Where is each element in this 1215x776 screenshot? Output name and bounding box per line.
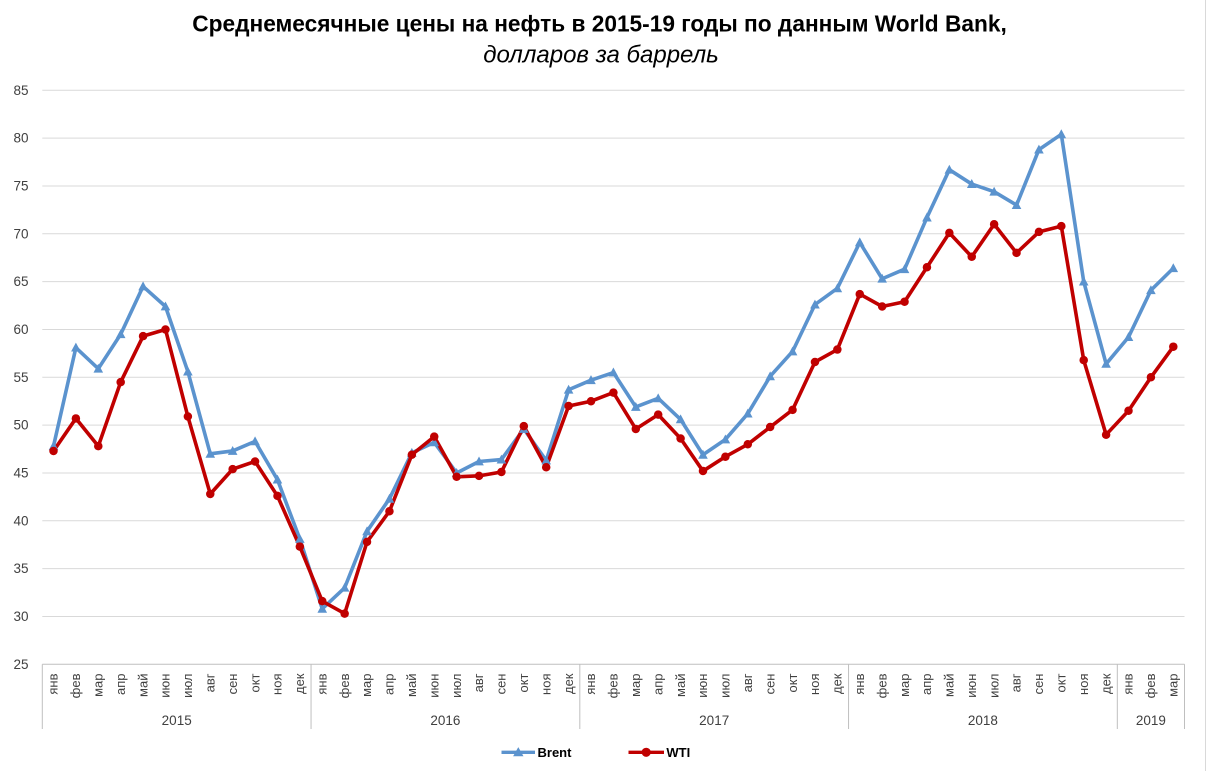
svg-text:янв: янв [1121,673,1136,694]
svg-text:янв: янв [852,673,867,694]
svg-text:45: 45 [13,465,28,480]
svg-text:ноя: ноя [1076,674,1091,695]
svg-text:май: май [135,674,150,697]
svg-text:мар: мар [1166,674,1181,697]
svg-text:сен: сен [494,674,509,695]
svg-text:сен: сен [762,674,777,695]
svg-text:июл: июл [449,674,464,698]
svg-text:ноя: ноя [807,674,822,695]
svg-text:75: 75 [13,178,28,193]
svg-text:июл: июл [986,674,1001,698]
svg-text:окт: окт [516,673,531,692]
svg-text:65: 65 [13,274,28,289]
svg-text:85: 85 [13,83,28,98]
svg-text:май: май [404,674,419,697]
svg-text:окт: окт [247,673,262,692]
svg-text:дек: дек [561,673,576,694]
svg-text:Brent: Brent [538,745,573,760]
svg-text:80: 80 [13,131,28,146]
svg-text:дек: дек [292,673,307,694]
svg-text:окт: окт [785,673,800,692]
svg-text:WTI: WTI [666,745,690,760]
svg-text:ноя: ноя [270,674,285,695]
svg-text:июн: июн [964,674,979,698]
svg-text:2016: 2016 [430,713,460,728]
svg-text:апр: апр [650,674,665,696]
svg-text:окт: окт [1054,673,1069,692]
svg-text:дек: дек [1098,673,1113,694]
svg-text:фев: фев [1143,673,1158,698]
svg-text:мар: мар [628,674,643,697]
svg-text:30: 30 [13,609,28,624]
svg-text:июн: июн [158,674,173,698]
svg-text:янв: янв [314,673,329,694]
svg-text:25: 25 [13,657,28,672]
svg-text:2015: 2015 [162,713,192,728]
svg-text:май: май [673,674,688,697]
svg-text:35: 35 [13,561,28,576]
svg-text:сен: сен [225,674,240,695]
svg-text:авг: авг [740,673,755,692]
svg-text:2019: 2019 [1136,713,1166,728]
svg-text:июл: июл [718,674,733,698]
svg-text:фев: фев [606,673,621,698]
svg-text:2018: 2018 [968,713,998,728]
svg-text:50: 50 [13,418,28,433]
svg-text:2017: 2017 [699,713,729,728]
svg-text:мар: мар [359,674,374,697]
svg-text:авг: авг [202,673,217,692]
svg-text:янв: янв [583,673,598,694]
svg-text:ноя: ноя [538,674,553,695]
svg-text:июл: июл [180,674,195,698]
svg-text:сен: сен [1031,674,1046,695]
svg-text:фев: фев [68,673,83,698]
svg-text:40: 40 [13,513,28,528]
svg-text:дек: дек [830,673,845,694]
svg-text:60: 60 [13,322,28,337]
svg-text:мар: мар [897,674,912,697]
svg-text:авг: авг [471,673,486,692]
svg-text:55: 55 [13,370,28,385]
svg-text:фев: фев [337,673,352,698]
svg-text:Среднемесячные цены на нефть в: Среднемесячные цены на нефть в 2015-19 г… [192,10,1007,36]
svg-text:май: май [942,674,957,697]
svg-text:июн: июн [695,674,710,698]
svg-text:70: 70 [13,226,28,241]
svg-text:апр: апр [113,674,128,696]
svg-text:июн: июн [426,674,441,698]
svg-text:апр: апр [382,674,397,696]
svg-text:янв: янв [46,673,61,694]
svg-text:апр: апр [919,674,934,696]
svg-text:авг: авг [1009,673,1024,692]
svg-text:мар: мар [90,674,105,697]
svg-text:долларов за баррель: долларов за баррель [483,42,719,69]
svg-text:фев: фев [874,673,889,698]
